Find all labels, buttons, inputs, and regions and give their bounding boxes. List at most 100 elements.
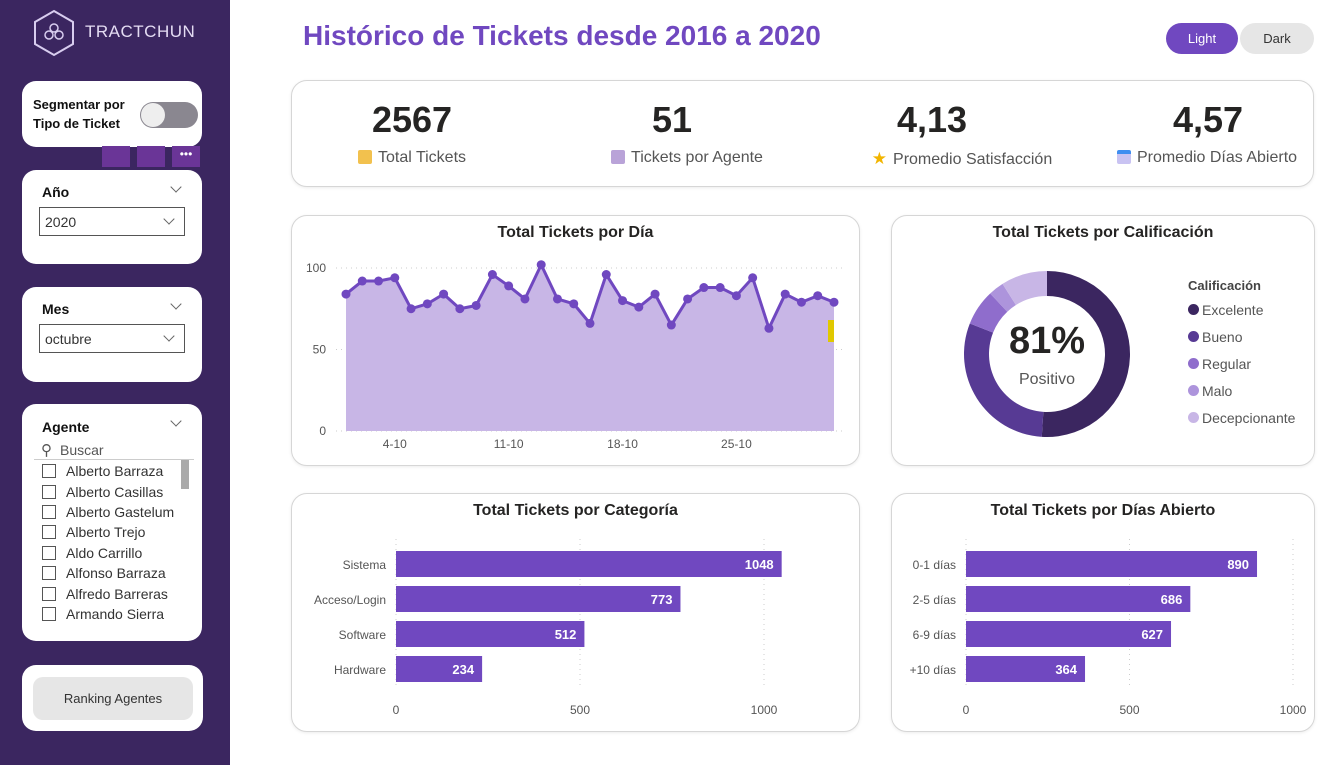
more-options-icon[interactable]: ••• (172, 146, 200, 167)
data-point[interactable] (585, 318, 595, 328)
x-tick-label: 4-10 (383, 437, 407, 451)
bar[interactable] (396, 551, 782, 577)
data-point[interactable] (715, 283, 725, 293)
data-point[interactable] (471, 300, 481, 310)
data-point[interactable] (618, 296, 628, 306)
filter-icon[interactable] (102, 146, 130, 167)
chevron-down-icon[interactable] (170, 298, 182, 310)
kpi-total-tickets-label: Total Tickets (282, 149, 542, 167)
legend-item[interactable]: Bueno (1188, 323, 1295, 350)
checkbox[interactable] (42, 606, 56, 621)
donut-slice-decepcionante[interactable] (1002, 271, 1047, 306)
light-theme-button[interactable]: Light (1166, 23, 1238, 54)
legend: Excelente Bueno Regular Malo Decepcionante (1188, 296, 1295, 431)
legend-item[interactable]: Excelente (1188, 296, 1295, 323)
agent-list-item[interactable]: Armando Sierra (42, 604, 182, 624)
donut-slice-malo[interactable] (990, 283, 1016, 312)
bar[interactable] (396, 621, 585, 647)
x-tick-label: 18-10 (607, 437, 638, 451)
focus-mode-icon[interactable] (137, 146, 165, 167)
bar[interactable] (966, 586, 1191, 612)
agent-list-item[interactable]: Alberto Gastelum (42, 502, 182, 522)
x-tick-label: 1000 (1280, 703, 1307, 717)
donut-slice-bueno[interactable] (964, 323, 1044, 437)
data-point[interactable] (601, 270, 611, 280)
data-point[interactable] (748, 273, 758, 283)
ranking-agents-button[interactable]: Ranking Agentes (33, 677, 193, 720)
data-point[interactable] (422, 299, 432, 309)
legend-label: Regular (1202, 355, 1252, 372)
bar[interactable] (966, 656, 1086, 682)
bar[interactable] (966, 551, 1258, 577)
data-point[interactable] (504, 281, 514, 291)
data-point[interactable] (487, 270, 497, 280)
donut-slice-excelente[interactable] (1041, 271, 1131, 437)
checkbox[interactable] (42, 566, 56, 581)
segment-toggle[interactable] (140, 102, 198, 128)
data-point[interactable] (569, 299, 579, 309)
data-point[interactable] (780, 289, 790, 299)
data-point[interactable] (796, 297, 806, 307)
agent-list-item[interactable]: Alberto Casillas (42, 481, 182, 501)
data-point[interactable] (650, 289, 660, 299)
data-point[interactable] (536, 260, 546, 270)
tickets-by-rating-chart: Total Tickets por Calificación 81% Posit… (891, 215, 1315, 466)
tickets-by-category-chart: Total Tickets por Categoría 0 500 1000 Sist… (291, 493, 860, 732)
checkbox[interactable] (42, 504, 56, 519)
data-label: 773 (651, 592, 673, 607)
year-label: Año (42, 184, 70, 200)
data-point[interactable] (829, 297, 839, 307)
data-point[interactable] (699, 283, 709, 293)
data-point[interactable] (813, 291, 823, 301)
agent-slicer: Agente ⚲ Buscar Alberto Barraza Alberto Ca… (22, 404, 202, 641)
checkbox[interactable] (42, 484, 56, 499)
agent-list-item[interactable]: Alberto Trejo (42, 522, 182, 542)
data-point[interactable] (406, 304, 416, 314)
chart-title: Total Tickets por Día (497, 224, 654, 241)
legend-item[interactable]: Regular (1188, 350, 1295, 377)
bar[interactable] (396, 656, 483, 682)
data-point[interactable] (666, 320, 676, 330)
chevron-down-icon[interactable] (170, 415, 182, 427)
data-point[interactable] (520, 294, 530, 304)
checkbox[interactable] (42, 545, 56, 560)
bar[interactable] (396, 586, 681, 612)
data-label: 627 (1141, 627, 1163, 642)
agent-name: Alberto Casillas (66, 483, 164, 500)
agent-list-item[interactable]: Alberto Barraza (42, 461, 182, 481)
y-tick-label: 100 (306, 261, 326, 275)
data-point[interactable] (731, 291, 741, 301)
agent-search[interactable]: ⚲ Buscar (41, 441, 104, 459)
year-dropdown[interactable]: 2020 (39, 207, 185, 236)
agent-list-item[interactable]: Alfredo Barreras (42, 583, 182, 603)
data-point[interactable] (374, 276, 384, 286)
logo-icon (34, 9, 74, 57)
category-label: 6-9 días (913, 628, 956, 642)
legend-item[interactable]: Decepcionante (1188, 404, 1295, 431)
checkbox[interactable] (42, 586, 56, 601)
agent-list-item[interactable]: Alfonso Barraza (42, 563, 182, 583)
agent-name: Alfredo Barreras (66, 585, 168, 602)
scrollbar[interactable] (181, 460, 189, 489)
data-point[interactable] (683, 294, 693, 304)
x-tick-label: 25-10 (721, 437, 752, 451)
dark-theme-button[interactable]: Dark (1240, 23, 1314, 54)
data-point[interactable] (455, 304, 465, 314)
month-dropdown[interactable]: octubre (39, 324, 185, 353)
agent-list-item[interactable]: Aldo Carrillo (42, 543, 182, 563)
checkbox[interactable] (42, 464, 56, 479)
data-point[interactable] (634, 302, 644, 312)
chart-title: Total Tickets por Categoría (473, 502, 678, 519)
checkbox[interactable] (42, 525, 56, 540)
data-point[interactable] (764, 323, 774, 333)
data-point[interactable] (357, 276, 367, 286)
data-point[interactable] (341, 289, 351, 299)
legend-item[interactable]: Malo (1188, 377, 1295, 404)
data-point[interactable] (439, 289, 449, 299)
chevron-down-icon[interactable] (170, 181, 182, 193)
bar[interactable] (966, 621, 1172, 647)
area-fill (346, 264, 834, 431)
data-point[interactable] (390, 273, 400, 283)
donut-slice-regular[interactable] (969, 293, 1008, 333)
data-point[interactable] (552, 294, 562, 304)
